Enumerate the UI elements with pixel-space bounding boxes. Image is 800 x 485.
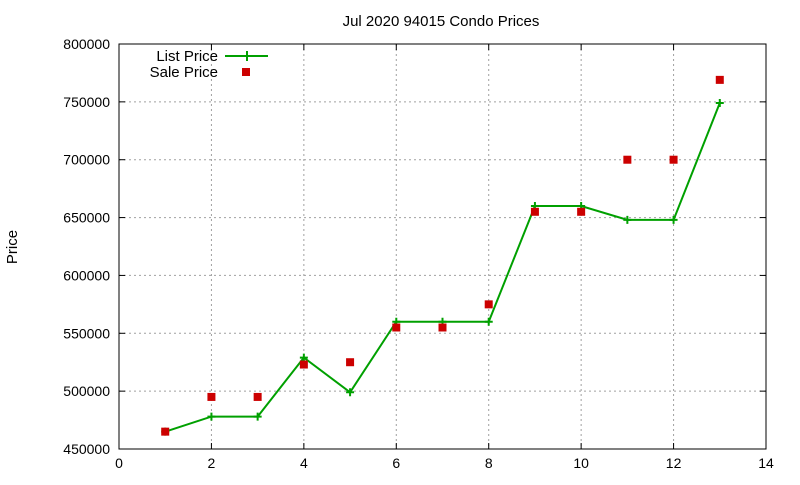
legend-marker-list-price (242, 51, 252, 61)
legend-label-sale-price: Sale Price (150, 64, 218, 81)
sale-price-point (346, 358, 355, 367)
list-price-point (715, 99, 724, 108)
y-tick-label: 750000 (63, 94, 110, 110)
sale-price-point (484, 300, 493, 309)
x-tick-label: 4 (300, 455, 308, 471)
sale-price-point (530, 207, 539, 216)
y-tick-label: 600000 (63, 267, 110, 283)
x-tick-label: 12 (666, 455, 682, 471)
legend: List Price Sale Price (150, 48, 268, 81)
legend-label-list-price: List Price (156, 48, 218, 65)
x-tick-label: 10 (573, 455, 589, 471)
list-price-point (484, 317, 493, 326)
sale-price-point (207, 392, 216, 401)
series (161, 75, 724, 436)
list-price-point (346, 388, 355, 397)
y-axis-label: Price (4, 230, 21, 264)
list-price-line (164, 102, 721, 433)
y-tick-label: 550000 (63, 325, 110, 341)
sale-price-point (161, 427, 170, 436)
y-tick-label: 500000 (63, 383, 110, 399)
list-price-point (253, 412, 262, 421)
sale-price-point (715, 75, 724, 84)
chart-title: Jul 2020 94015 Condo Prices (343, 13, 540, 30)
list-price-point (207, 412, 216, 421)
sale-price-point (253, 392, 262, 401)
sale-price-point (669, 155, 678, 164)
list-price-point (623, 215, 632, 224)
list-price-point (299, 353, 308, 362)
x-tick-label: 0 (115, 455, 123, 471)
y-tick-label: 700000 (63, 152, 110, 168)
sale-price-point (299, 360, 308, 369)
x-tick-label: 2 (208, 455, 216, 471)
grid (119, 44, 766, 449)
x-tick-label: 14 (758, 455, 774, 471)
sale-price-point (623, 155, 632, 164)
sale-price-point (438, 323, 447, 332)
y-tick-label: 650000 (63, 210, 110, 226)
sale-price-point (577, 207, 586, 216)
y-tick-label: 800000 (63, 36, 110, 52)
sale-price-point (392, 323, 401, 332)
y-tick-label: 450000 (63, 441, 110, 457)
x-tick-label: 8 (485, 455, 493, 471)
axis-ticks: 0 2 4 6 8 10 12 14 450000 500000 550000 600000 65000… (63, 36, 774, 471)
list-price-point (669, 215, 678, 224)
plot-frame (118, 43, 767, 450)
legend-marker-sale-price (242, 68, 250, 76)
x-tick-label: 6 (392, 455, 400, 471)
